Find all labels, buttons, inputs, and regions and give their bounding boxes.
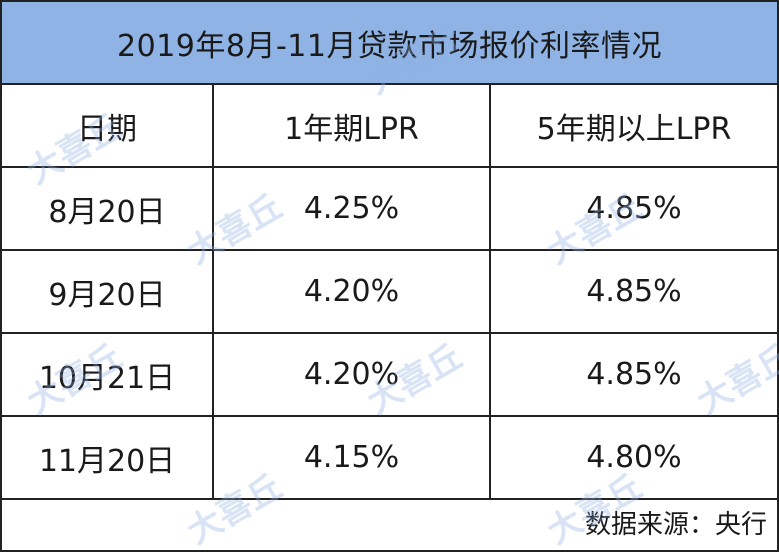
table-title: 2019年8月-11月贷款市场报价利率情况 xyxy=(2,2,777,85)
lpr-1y-cell: 4.25% xyxy=(214,168,491,249)
date-cell: 8月20日 xyxy=(2,168,214,249)
lpr-5y-cell: 4.85% xyxy=(586,274,682,309)
lpr-1y-cell: 4.20% xyxy=(214,251,491,332)
table-row: 8月20日 4.25% 4.85% xyxy=(2,168,777,251)
header-1y-lpr: 1年期LPR xyxy=(214,85,491,166)
data-source: 数据来源：央行 xyxy=(584,509,767,540)
header-date: 日期 xyxy=(2,85,214,166)
date-cell: 11月20日 xyxy=(2,417,214,498)
header-5y-lpr: 5年期以上LPR xyxy=(536,111,732,147)
lpr-5y-cell: 4.80% xyxy=(586,440,682,475)
lpr-5y-cell: 4.85% xyxy=(586,357,682,392)
lpr-table: 日期 1年期LPR 5年期以上LPR 8月20日 4.25% 4.85% 9月2… xyxy=(2,85,777,500)
date-cell: 9月20日 xyxy=(2,251,214,332)
date-cell: 10月21日 xyxy=(2,334,214,415)
lpr-1y-cell: 4.15% xyxy=(214,417,491,498)
lpr-1y-cell: 4.20% xyxy=(214,334,491,415)
table-row: 10月21日 4.20% 4.85% xyxy=(2,334,777,417)
table-row: 11月20日 4.15% 4.80% xyxy=(2,417,777,500)
table-row: 9月20日 4.20% 4.85% xyxy=(2,251,777,334)
lpr-5y-cell: 4.85% xyxy=(586,191,682,226)
header-row: 日期 1年期LPR 5年期以上LPR xyxy=(2,85,777,168)
